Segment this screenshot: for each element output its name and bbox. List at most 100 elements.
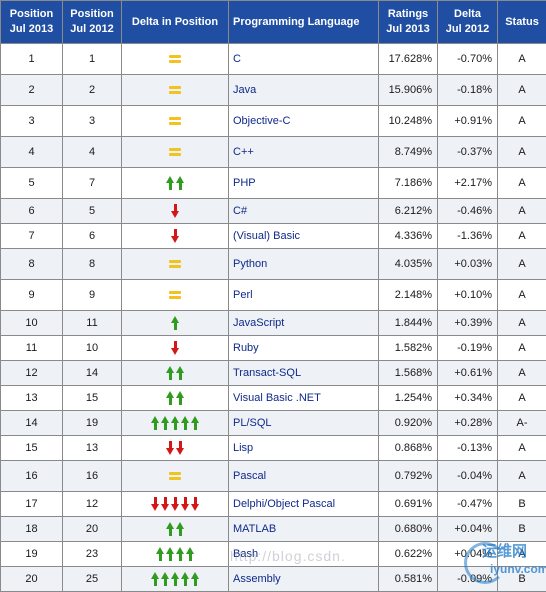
- cell-position-2012: 14: [63, 361, 122, 386]
- up-arrow-icon: [176, 522, 185, 536]
- cell-language-link[interactable]: Lisp: [229, 436, 379, 461]
- cell-delta-position: [122, 249, 229, 280]
- cell-status: A: [498, 137, 546, 168]
- cell-language-link[interactable]: Pascal: [229, 461, 379, 492]
- cell-delta-position: [122, 311, 229, 336]
- delta-icons: [122, 260, 228, 268]
- cell-language-link[interactable]: Perl: [229, 280, 379, 311]
- site-watermark-title: 运维网: [482, 540, 527, 561]
- header-language[interactable]: Programming Language: [229, 1, 379, 44]
- down-arrow-icon: [181, 497, 190, 511]
- cell-delta: +0.10%: [438, 280, 498, 311]
- cell-position-2013: 13: [1, 386, 63, 411]
- cell-delta: +2.17%: [438, 168, 498, 199]
- cell-position-2013: 19: [1, 542, 63, 567]
- cell-position-2013: 3: [1, 106, 63, 137]
- cell-language-link[interactable]: C#: [229, 199, 379, 224]
- cell-delta: -0.70%: [438, 44, 498, 75]
- equal-icon: [169, 148, 181, 156]
- cell-position-2012: 13: [63, 436, 122, 461]
- cell-rating: 15.906%: [379, 75, 438, 106]
- down-arrow-icon: [166, 441, 175, 455]
- cell-delta: -0.18%: [438, 75, 498, 106]
- cell-position-2013: 14: [1, 411, 63, 436]
- cell-status: A: [498, 336, 546, 361]
- delta-icons: [122, 391, 228, 405]
- cell-rating: 0.622%: [379, 542, 438, 567]
- down-arrow-icon: [176, 441, 185, 455]
- cell-rating: 1.844%: [379, 311, 438, 336]
- cell-position-2012: 5: [63, 199, 122, 224]
- cell-status: A: [498, 44, 546, 75]
- cell-rating: 1.254%: [379, 386, 438, 411]
- delta-icons: [122, 572, 228, 586]
- cell-language-link[interactable]: Java: [229, 75, 379, 106]
- cell-delta-position: [122, 199, 229, 224]
- cell-delta-position: [122, 168, 229, 199]
- cell-delta-position: [122, 492, 229, 517]
- cell-language-link[interactable]: Delphi/Object Pascal: [229, 492, 379, 517]
- cell-language-link[interactable]: Python: [229, 249, 379, 280]
- up-arrow-icon: [181, 572, 190, 586]
- cell-delta: +0.34%: [438, 386, 498, 411]
- up-arrow-icon: [171, 416, 180, 430]
- cell-language-link[interactable]: C: [229, 44, 379, 75]
- header-delta-position[interactable]: Delta in Position: [122, 1, 229, 44]
- cell-language-link[interactable]: C++: [229, 137, 379, 168]
- cell-status: A: [498, 361, 546, 386]
- cell-status: A: [498, 106, 546, 137]
- cell-status: A: [498, 224, 546, 249]
- up-arrow-icon: [161, 572, 170, 586]
- cell-delta: +0.39%: [438, 311, 498, 336]
- cell-language-link[interactable]: PL/SQL: [229, 411, 379, 436]
- equal-icon: [169, 472, 181, 480]
- up-arrow-icon: [166, 366, 175, 380]
- delta-icons: [122, 416, 228, 430]
- cell-delta: -0.46%: [438, 199, 498, 224]
- cell-language-link[interactable]: Visual Basic .NET: [229, 386, 379, 411]
- delta-icons: [122, 86, 228, 94]
- header-status[interactable]: Status: [498, 1, 546, 44]
- cell-status: A: [498, 461, 546, 492]
- cell-position-2012: 20: [63, 517, 122, 542]
- cell-language-link[interactable]: Ruby: [229, 336, 379, 361]
- up-arrow-icon: [176, 366, 185, 380]
- cell-delta-position: [122, 542, 229, 567]
- delta-icons: [122, 316, 228, 330]
- cell-delta-position: [122, 224, 229, 249]
- cell-delta: -1.36%: [438, 224, 498, 249]
- cell-delta-position: [122, 517, 229, 542]
- cell-rating: 0.868%: [379, 436, 438, 461]
- cell-language-link[interactable]: JavaScript: [229, 311, 379, 336]
- cell-language-link[interactable]: MATLAB: [229, 517, 379, 542]
- cell-delta: -0.13%: [438, 436, 498, 461]
- cell-language-link[interactable]: Transact-SQL: [229, 361, 379, 386]
- cell-position-2013: 1: [1, 44, 63, 75]
- cell-position-2013: 5: [1, 168, 63, 199]
- cell-position-2012: 1: [63, 44, 122, 75]
- cell-delta: +0.04%: [438, 517, 498, 542]
- up-arrow-icon: [156, 547, 165, 561]
- site-watermark-logo: 运维网 iyunv.com: [468, 540, 546, 586]
- cell-language-link[interactable]: Assembly: [229, 567, 379, 592]
- cell-rating: 1.582%: [379, 336, 438, 361]
- cell-language-link[interactable]: (Visual) Basic: [229, 224, 379, 249]
- up-arrow-icon: [171, 316, 180, 330]
- cell-delta: -0.37%: [438, 137, 498, 168]
- cell-rating: 17.628%: [379, 44, 438, 75]
- cell-language-link[interactable]: Objective-C: [229, 106, 379, 137]
- cell-status: A: [498, 75, 546, 106]
- up-arrow-icon: [151, 416, 160, 430]
- cell-language-link[interactable]: PHP: [229, 168, 379, 199]
